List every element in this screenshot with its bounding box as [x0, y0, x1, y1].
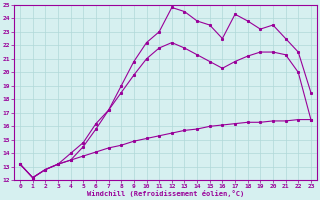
X-axis label: Windchill (Refroidissement éolien,°C): Windchill (Refroidissement éolien,°C) [87, 190, 244, 197]
